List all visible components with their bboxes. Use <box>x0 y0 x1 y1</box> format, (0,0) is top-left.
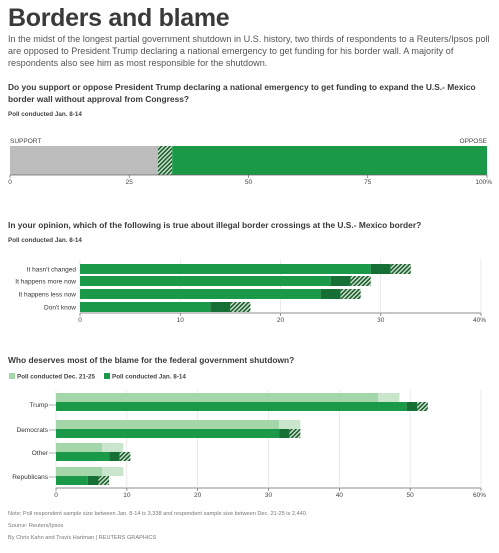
category-label: It hasn't changed <box>27 267 77 274</box>
chart3-tick-label: 0 <box>54 492 58 499</box>
chart1-tick-label: 50 <box>245 179 253 186</box>
chart2-tick-label: 40% <box>473 317 486 324</box>
chart3-question: Who deserves most of the blame for the f… <box>8 355 295 365</box>
footer-note: Note: Poll respondent sample size betwee… <box>8 511 308 517</box>
bar-error-high <box>350 276 371 286</box>
legend-swatch-jan <box>104 373 110 379</box>
chart3-tick-label: 50 <box>407 492 415 499</box>
bar-jan-error-low <box>109 452 120 461</box>
footer-source: Source: Reuters/Ipsos <box>8 523 64 529</box>
category-label: Don't know <box>44 305 76 312</box>
chart3-tick-label: 20 <box>194 492 202 499</box>
bar-segment <box>157 146 173 175</box>
chart2-tick-label: 0 <box>78 317 82 324</box>
bar-error-low <box>330 276 351 286</box>
chart2-tick-label: 30 <box>377 317 385 324</box>
chart3-tick-label: 10 <box>123 492 131 499</box>
intro-text: In the midst of the longest partial gove… <box>8 34 490 68</box>
footer-credit: By Chris Kahn and Travis Hartman | REUTE… <box>8 535 157 541</box>
bar-dec <box>56 467 103 476</box>
chart1-tick-label: 25 <box>126 179 134 186</box>
bar-jan-error-low <box>279 429 290 438</box>
chart3-svg: Poll conducted Dec. 21-25 Poll conducted … <box>9 373 486 499</box>
chart1-question: Do you support or oppose President Trump… <box>8 82 476 104</box>
bar-dec <box>56 393 379 402</box>
bar-error-low <box>370 264 391 274</box>
category-label: Trump <box>29 402 48 409</box>
chart2-tick-label: 10 <box>177 317 185 324</box>
chart1-tick-label: 75 <box>364 179 372 186</box>
category-label: Republicans <box>12 474 49 481</box>
bar-jan <box>56 429 280 438</box>
bar-dec-error <box>102 443 124 452</box>
bar <box>80 264 371 274</box>
bar-segment <box>172 146 487 175</box>
bar-error-high <box>340 289 361 299</box>
bar-jan-error-low <box>406 402 418 411</box>
chart1-poll-label: Poll conducted Jan. 8-14 <box>8 111 82 118</box>
chart2-svg: 0 10 20 30 40% It hasn't changed It happens mo… <box>15 259 486 324</box>
bar-dec-error <box>378 393 400 402</box>
category-label: It happens less now <box>19 292 77 299</box>
bar-jan-error-high <box>289 429 301 438</box>
chart3-tick-label: 30 <box>265 492 273 499</box>
bar <box>80 289 321 299</box>
bar-jan <box>56 402 407 411</box>
bar-jan-error-high <box>417 402 428 411</box>
bar <box>80 302 211 312</box>
bar-jan <box>56 476 88 485</box>
bar <box>80 276 331 286</box>
bar-jan-error-high <box>119 452 131 461</box>
bar-jan-error-low <box>87 476 99 485</box>
bar-dec <box>56 443 103 452</box>
chart3-tick-label: 40 <box>336 492 344 499</box>
bar-segment <box>10 146 158 175</box>
oppose-label: OPPOSE <box>460 138 488 145</box>
chart2-poll-label: Poll conducted Jan. 8-14 <box>8 237 82 244</box>
support-label: SUPPORT <box>10 138 41 145</box>
bar-jan <box>56 452 110 461</box>
category-label: Other <box>32 450 49 457</box>
legend-label-jan: Poll conducted Jan. 8-14 <box>112 374 186 381</box>
chart2-tick-label: 20 <box>277 317 285 324</box>
bar-dec-error <box>102 467 124 476</box>
category-label: Democrats <box>17 427 49 434</box>
chart2-question: In your opinion, which of the following … <box>8 220 422 230</box>
chart3-tick-label: 60% <box>473 492 486 499</box>
legend-swatch-dec <box>9 373 15 379</box>
chart1-tick-label: 100% <box>475 179 492 186</box>
legend-label-dec: Poll conducted Dec. 21-25 <box>17 374 96 381</box>
bar-dec-error <box>279 420 301 429</box>
bar-dec <box>56 420 280 429</box>
bar-error-low <box>210 302 231 312</box>
category-label: It happens more now <box>15 279 76 286</box>
chart1-tick-label: 0 <box>8 179 12 186</box>
bar-jan-error-high <box>98 476 110 485</box>
page-title: Borders and blame <box>8 4 230 32</box>
bar-error-high <box>230 302 251 312</box>
bar-error-high <box>390 264 411 274</box>
chart1-svg: SUPPORT OPPOSE 0 25 50 75 100% <box>8 138 492 186</box>
bar-error-low <box>320 289 341 299</box>
